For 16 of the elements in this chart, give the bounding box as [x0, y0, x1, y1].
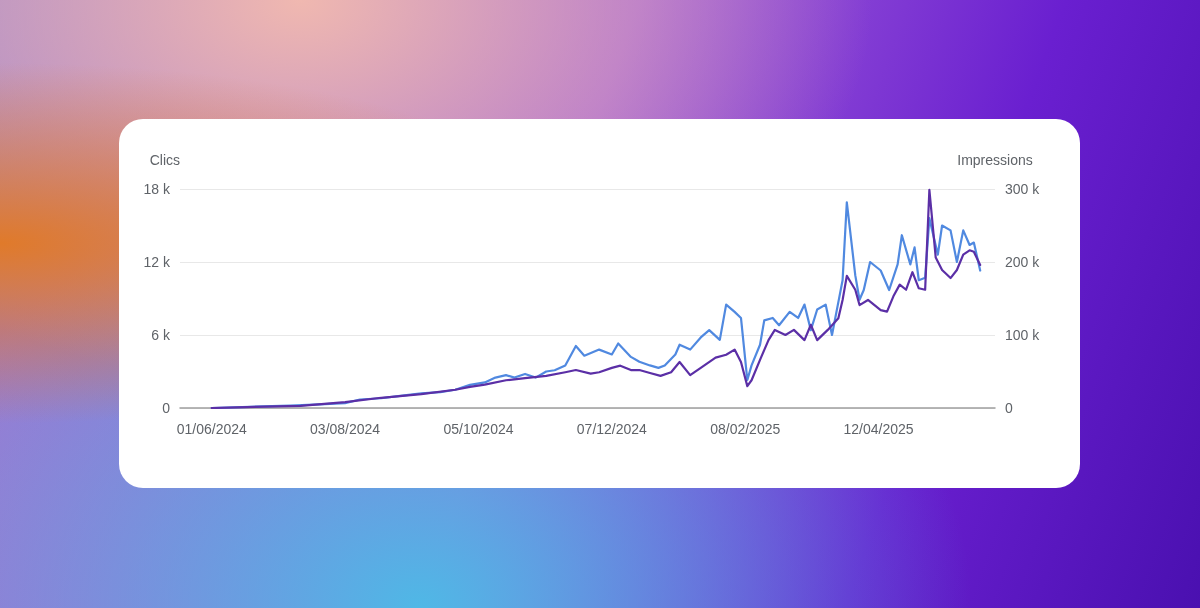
y-tick-label: 6 k: [151, 327, 171, 343]
x-tick-label: 07/12/2024: [576, 421, 648, 437]
x-tick-label: 12/04/2025: [843, 421, 914, 437]
y2-tick-label: 200 k: [1005, 254, 1041, 270]
y-tick-label: 18 k: [143, 181, 171, 197]
y-tick-label: 0: [162, 400, 171, 416]
y2-tick-label: 0: [1005, 400, 1013, 416]
x-tick-label: 03/08/2024: [310, 421, 381, 437]
x-tick-label: 05/10/2024: [443, 421, 514, 437]
y2-tick-label: 100 k: [1005, 327, 1041, 343]
y-tick-label: 12 k: [143, 254, 171, 270]
x-tick-label: 01/06/2024: [176, 421, 247, 437]
y2-axis-title: Impressions: [957, 152, 1033, 168]
x-tick-label: 08/02/2025: [710, 421, 781, 437]
y-axis-title: Clics: [149, 152, 180, 168]
y2-tick-label: 300 k: [1005, 181, 1041, 197]
